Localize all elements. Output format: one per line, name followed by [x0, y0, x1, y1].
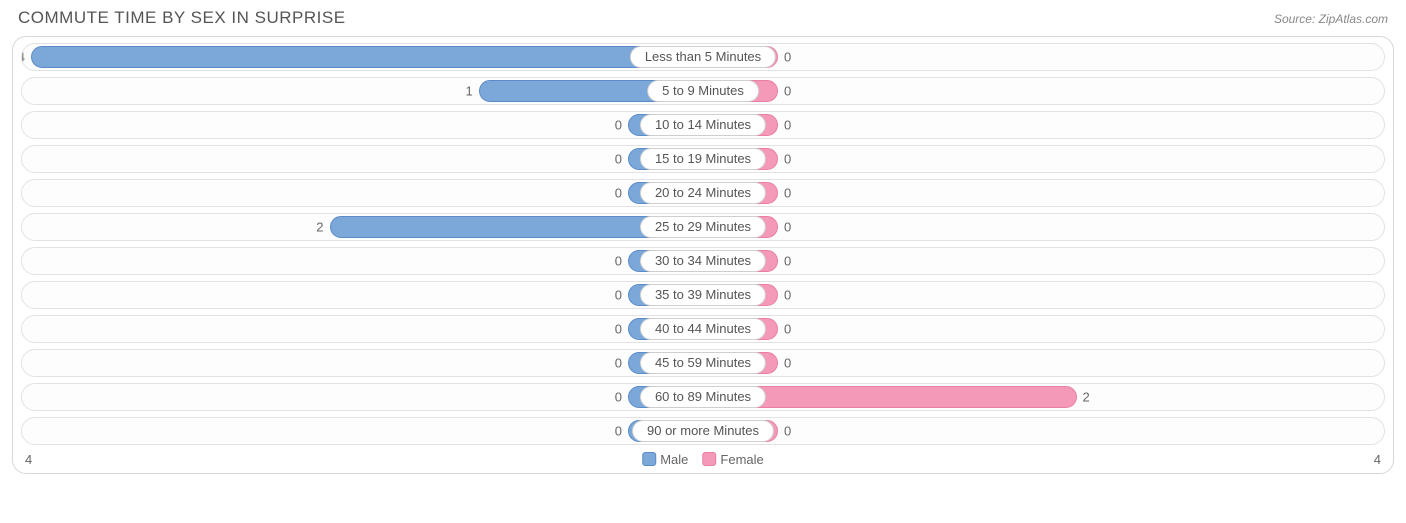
chart-header: COMMUTE TIME BY SEX IN SURPRISE Source: … [12, 8, 1394, 28]
male-value: 0 [615, 390, 622, 405]
axis-max-left: 4 [25, 452, 32, 467]
male-bar [31, 46, 703, 68]
category-label: 5 to 9 Minutes [647, 80, 759, 102]
female-value: 0 [784, 50, 791, 65]
female-value: 0 [784, 254, 791, 269]
female-value: 0 [784, 152, 791, 167]
male-value: 0 [615, 322, 622, 337]
chart-row: 0 0 20 to 24 Minutes [21, 179, 1385, 207]
legend-label-female: Female [720, 452, 763, 467]
chart-source: Source: ZipAtlas.com [1274, 12, 1388, 26]
male-value: 0 [615, 118, 622, 133]
legend-swatch-female [702, 452, 716, 466]
chart-container: COMMUTE TIME BY SEX IN SURPRISE Source: … [0, 0, 1406, 478]
category-label: 30 to 34 Minutes [640, 250, 766, 272]
chart-frame: 40Less than 5 Minutes105 to 9 Minutes001… [12, 36, 1394, 474]
female-value: 0 [784, 288, 791, 303]
category-label: 90 or more Minutes [632, 420, 774, 442]
male-value: 0 [615, 424, 622, 439]
chart-row: 0 0 15 to 19 Minutes [21, 145, 1385, 173]
male-value: 0 [615, 254, 622, 269]
chart-rows: 40Less than 5 Minutes105 to 9 Minutes001… [21, 43, 1385, 445]
chart-row: 0 0 10 to 14 Minutes [21, 111, 1385, 139]
male-value: 4 [21, 50, 25, 65]
category-label: 15 to 19 Minutes [640, 148, 766, 170]
male-value: 0 [615, 152, 622, 167]
male-value: 1 [466, 84, 473, 99]
legend-item-male: Male [642, 452, 688, 467]
female-value: 0 [784, 118, 791, 133]
chart-row: 0 2 60 to 89 Minutes [21, 383, 1385, 411]
male-value: 0 [615, 288, 622, 303]
chart-title: COMMUTE TIME BY SEX IN SURPRISE [18, 8, 346, 28]
male-value: 0 [615, 356, 622, 371]
male-value: 0 [615, 186, 622, 201]
category-label: 10 to 14 Minutes [640, 114, 766, 136]
chart-row: 0 0 40 to 44 Minutes [21, 315, 1385, 343]
category-label: 25 to 29 Minutes [640, 216, 766, 238]
chart-row: 4 0 Less than 5 Minutes [21, 43, 1385, 71]
chart-row: 2 0 25 to 29 Minutes [21, 213, 1385, 241]
legend-swatch-male [642, 452, 656, 466]
female-value: 2 [1083, 390, 1090, 405]
female-value: 0 [784, 84, 791, 99]
chart-row: 1 0 5 to 9 Minutes [21, 77, 1385, 105]
female-value: 0 [784, 322, 791, 337]
axis-max-right: 4 [1374, 452, 1381, 467]
chart-row: 0 0 45 to 59 Minutes [21, 349, 1385, 377]
category-label: 20 to 24 Minutes [640, 182, 766, 204]
female-value: 0 [784, 356, 791, 371]
legend-item-female: Female [702, 452, 763, 467]
female-value: 0 [784, 186, 791, 201]
chart-row: 0 0 35 to 39 Minutes [21, 281, 1385, 309]
male-value: 2 [316, 220, 323, 235]
chart-footer: 4 Male Female 4 [21, 449, 1385, 469]
legend-label-male: Male [660, 452, 688, 467]
category-label: 35 to 39 Minutes [640, 284, 766, 306]
category-label: Less than 5 Minutes [630, 46, 776, 68]
female-value: 0 [784, 220, 791, 235]
female-value: 0 [784, 424, 791, 439]
legend: Male Female [642, 452, 764, 467]
chart-row: 0 0 90 or more Minutes [21, 417, 1385, 445]
category-label: 40 to 44 Minutes [640, 318, 766, 340]
chart-row: 0 0 30 to 34 Minutes [21, 247, 1385, 275]
category-label: 45 to 59 Minutes [640, 352, 766, 374]
category-label: 60 to 89 Minutes [640, 386, 766, 408]
